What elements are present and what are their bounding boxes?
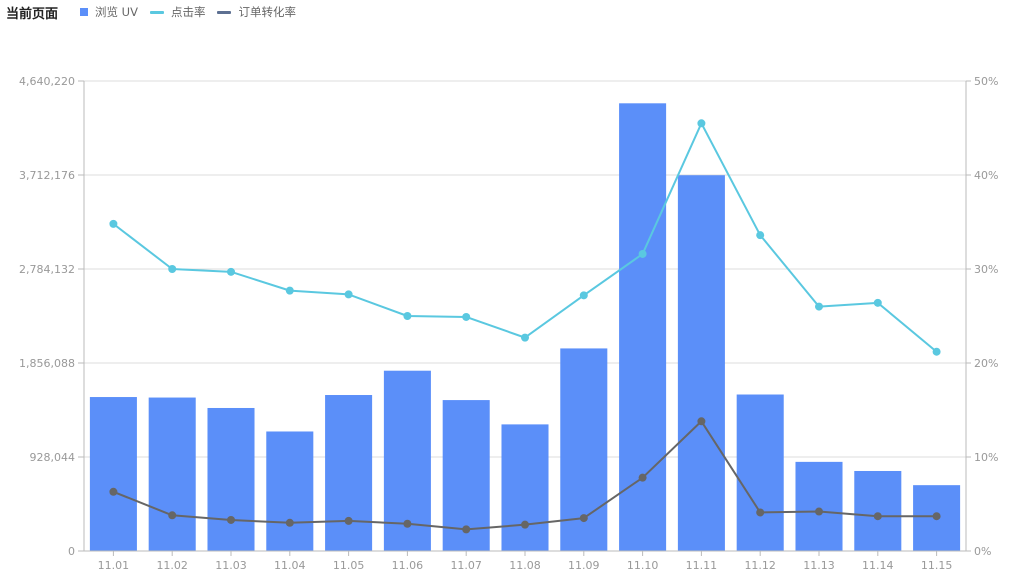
click-rate-point (815, 302, 823, 311)
bar (677, 175, 725, 551)
click-rate-point (638, 249, 647, 258)
y-left-tick-label: 3,712,176 (19, 169, 75, 182)
bar (736, 394, 784, 551)
bar (266, 431, 314, 551)
conversion-rate-point (932, 512, 941, 521)
x-tick-label: 11.05 (333, 559, 365, 572)
click-rate-point (168, 265, 177, 273)
legend-item-click-rate[interactable]: 点击率 (149, 4, 206, 20)
click-rate-point (462, 312, 471, 321)
legend: 浏览 UV 点击率 订单转化率 (80, 4, 308, 20)
x-tick-label: 11.04 (274, 559, 306, 572)
conversion-rate-point (227, 515, 235, 524)
click-rate-point (873, 298, 882, 307)
conversion-rate-point (521, 520, 529, 529)
click-rate-point (285, 286, 294, 295)
conversion-rate-point (815, 507, 823, 516)
legend-swatch-conversion-rate (217, 10, 232, 14)
legend-item-uv[interactable]: 浏览 UV (80, 4, 138, 20)
bar (89, 397, 137, 551)
x-tick-label: 11.11 (686, 559, 718, 572)
x-tick-label: 11.01 (98, 559, 130, 572)
x-tick-label: 11.03 (215, 559, 247, 572)
page-title: 当前页面 (6, 6, 59, 22)
bar (501, 424, 549, 551)
y-left-tick-label: 0 (68, 545, 75, 558)
y-right-tick-label: 40% (974, 169, 998, 182)
x-tick-label: 11.08 (509, 559, 541, 572)
x-tick-label: 11.07 (450, 559, 482, 572)
click-rate-point (697, 119, 706, 128)
x-tick-label: 11.06 (392, 559, 424, 572)
conversion-rate-point (344, 516, 353, 525)
x-tick-label: 11.09 (568, 559, 600, 572)
conversion-rate-point (697, 417, 706, 426)
conversion-rate-point (109, 487, 118, 496)
click-rate-point (344, 290, 353, 299)
conversion-rate-point (285, 518, 294, 527)
click-rate-line (112, 122, 938, 353)
y-right-tick-label: 10% (974, 451, 998, 464)
x-tick-label: 11.02 (156, 559, 188, 572)
y-right-tick-label: 20% (974, 357, 998, 370)
conversion-rate-point (756, 508, 765, 517)
conversion-rate-point (403, 519, 412, 528)
x-tick-label: 11.14 (862, 559, 894, 572)
conversion-rate-point (638, 473, 647, 482)
click-rate-point (109, 219, 118, 228)
legend-swatch-uv (80, 8, 89, 16)
y-left-tick-label: 4,640,220 (19, 75, 75, 88)
chart-header: 当前页面 浏览 UV 点击率 订单转化率 (6, 2, 308, 22)
x-tick-label: 11.12 (744, 559, 776, 572)
conversion-rate-point (462, 525, 471, 534)
y-right-tick-label: 0% (974, 545, 991, 558)
conversion-rate-point (873, 512, 882, 521)
legend-item-conversion-rate[interactable]: 订单转化率 (217, 4, 296, 20)
x-tick-label: 11.10 (627, 559, 659, 572)
y-left-tick-label: 928,044 (30, 451, 76, 464)
legend-swatch-click-rate (149, 10, 164, 14)
y-left-tick-label: 1,856,088 (19, 357, 75, 370)
y-right-tick-label: 50% (974, 75, 998, 88)
click-rate-point (403, 312, 412, 320)
bar (148, 397, 196, 551)
bar (325, 395, 373, 551)
y-left-tick-label: 2,784,132 (19, 263, 75, 276)
click-rate-point (579, 291, 588, 300)
bar (854, 470, 902, 551)
click-rate-point (932, 347, 941, 356)
click-rate-point (521, 333, 529, 342)
click-rate-point (756, 231, 765, 240)
bar (795, 461, 843, 551)
x-tick-label: 11.15 (921, 559, 953, 572)
bar (207, 407, 255, 551)
legend-label-uv: 浏览 UV (95, 5, 138, 19)
conversion-rate-point (579, 514, 588, 523)
bar (619, 103, 667, 551)
click-rate-point (227, 267, 235, 276)
y-right-tick-label: 30% (974, 263, 998, 276)
legend-label-conversion-rate: 订单转化率 (238, 5, 296, 19)
x-tick-label: 11.13 (803, 559, 835, 572)
conversion-rate-point (168, 511, 177, 520)
legend-label-click-rate: 点击率 (170, 5, 206, 19)
